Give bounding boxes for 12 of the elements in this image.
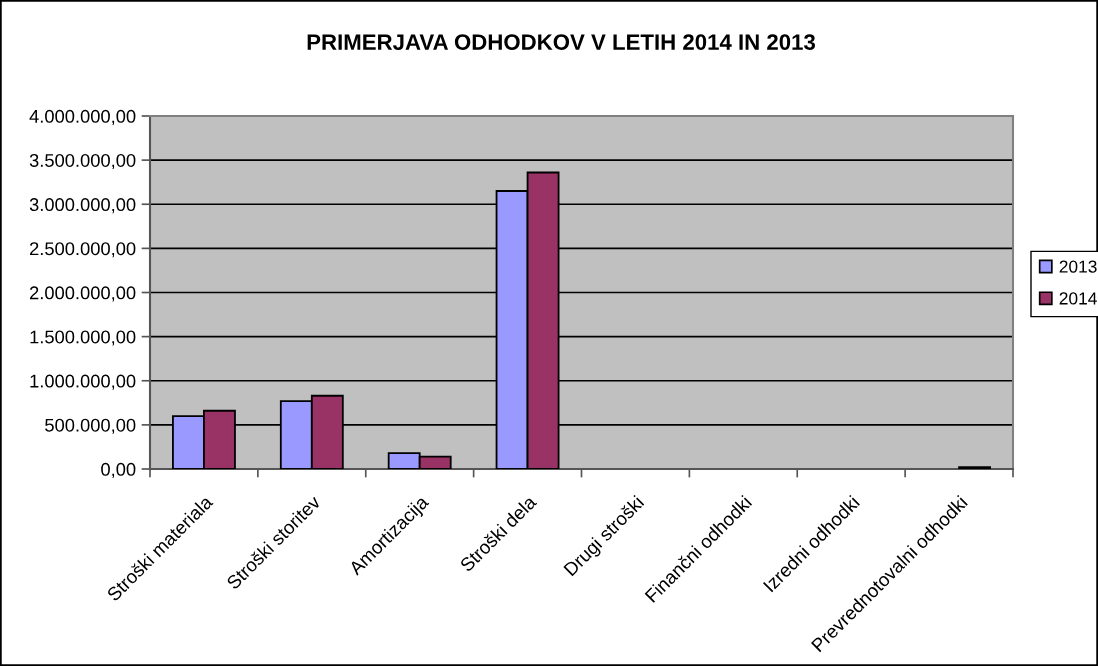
y-tick-label: 1.000.000,00: [30, 374, 136, 390]
legend-label: 2013: [1059, 260, 1097, 273]
y-tick-label: 2.500.000,00: [30, 242, 136, 258]
y-tick-label: 4.000.000,00: [29, 109, 136, 125]
y-tick-label: 2.000.000,00: [30, 286, 136, 302]
y-tick-label: 3.000.000,00: [29, 198, 136, 214]
y-tick-label: 0,00: [101, 462, 136, 478]
legend-label: 2014: [1059, 292, 1097, 305]
y-tick-label: 1.500.000,00: [30, 330, 136, 346]
y-tick-label: 3.500.000,00: [29, 153, 136, 170]
y-tick-label: 500.000,00: [45, 418, 136, 434]
chart-title: PRIMERJAVA ODHODKOV V LETIH 2014 IN 2013: [307, 34, 816, 50]
